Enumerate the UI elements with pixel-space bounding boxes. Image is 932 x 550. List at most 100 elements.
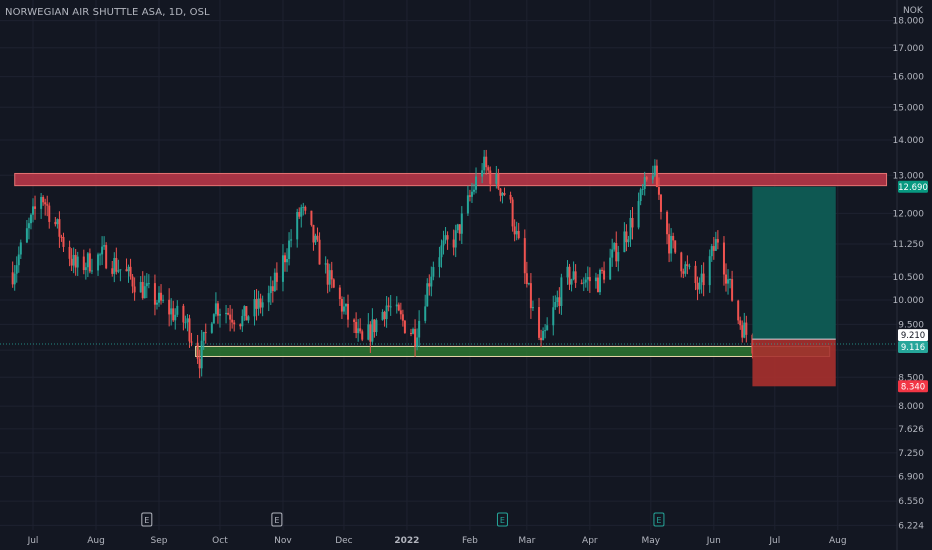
candle xyxy=(318,232,321,265)
long-position-tool[interactable] xyxy=(0,186,897,387)
candle xyxy=(737,299,740,325)
earnings-marker[interactable]: E xyxy=(271,512,283,527)
candle xyxy=(245,306,248,321)
candle xyxy=(684,261,687,277)
candle-body xyxy=(395,304,398,307)
candle xyxy=(503,187,506,197)
candle xyxy=(552,295,555,336)
candle-body xyxy=(389,306,392,308)
candle-body xyxy=(745,322,748,335)
y-tick-label: 7.626 xyxy=(898,425,924,435)
price-label-bg xyxy=(898,329,928,342)
x-tick-label: Aug xyxy=(829,536,847,546)
earnings-marker-label: E xyxy=(144,516,149,525)
candle-body xyxy=(637,201,640,228)
price-label-bg xyxy=(898,380,928,393)
candle xyxy=(15,256,18,283)
candle-body xyxy=(495,173,498,184)
candle xyxy=(141,271,144,300)
candle-body xyxy=(86,253,89,268)
candle-body xyxy=(684,264,687,274)
candle-body xyxy=(655,165,658,188)
candle xyxy=(643,171,646,196)
candle-body xyxy=(214,303,217,315)
candle-body xyxy=(645,177,648,180)
candle-body xyxy=(196,342,199,359)
candle xyxy=(560,273,563,315)
candle xyxy=(401,309,404,327)
candle xyxy=(688,263,691,270)
candle xyxy=(538,297,541,341)
time-axis[interactable]: Jul Aug Sep Oct Nov Dec 2022 Feb Mar Apr May Jun Jul… xyxy=(27,512,847,546)
candle-body xyxy=(44,202,47,205)
position-profit-zone xyxy=(752,186,836,340)
earnings-marker[interactable]: E xyxy=(141,512,153,527)
candle xyxy=(483,149,486,175)
candle-body xyxy=(599,269,601,293)
candle-body xyxy=(200,340,203,369)
candle-body xyxy=(483,156,486,171)
candle xyxy=(342,296,345,315)
candle xyxy=(275,262,278,291)
candle xyxy=(27,217,30,240)
currency-label: NOK xyxy=(903,6,923,16)
earnings-marker[interactable]: E xyxy=(653,512,665,527)
candle-body xyxy=(546,325,549,331)
candle-body xyxy=(275,272,278,282)
candle-body xyxy=(544,330,547,332)
candle-body xyxy=(698,282,701,290)
candle xyxy=(670,228,673,262)
y-tick-label: 10.500 xyxy=(893,273,925,283)
candle-body xyxy=(290,239,293,241)
candle xyxy=(657,177,660,200)
candle xyxy=(158,286,160,307)
drawing-zones[interactable] xyxy=(14,172,888,357)
candle-body xyxy=(739,320,742,326)
candle xyxy=(298,207,301,219)
candle-body xyxy=(629,217,632,240)
candle-body xyxy=(531,307,534,309)
candle xyxy=(710,243,713,262)
candle-body xyxy=(190,341,193,343)
candle-body xyxy=(710,246,713,257)
candle xyxy=(314,233,317,245)
candle-body xyxy=(99,254,102,256)
candle-body xyxy=(668,234,671,254)
candle-body xyxy=(15,265,18,274)
candle-body xyxy=(639,189,642,202)
candle-body xyxy=(198,358,201,369)
candle-body xyxy=(76,256,79,268)
candle xyxy=(729,278,732,289)
candle-body xyxy=(296,212,299,240)
candle xyxy=(58,211,61,248)
candle xyxy=(316,227,319,242)
candle xyxy=(432,261,435,281)
candle xyxy=(243,305,246,321)
candle-body xyxy=(566,266,569,278)
candle-body xyxy=(525,273,528,285)
candle-body xyxy=(186,318,189,323)
candle-body xyxy=(617,252,620,262)
candle xyxy=(125,258,128,272)
price-axis[interactable]: 18.000 17.000 16.000 15.000 14.000 13.000 12.0… xyxy=(893,17,925,532)
candle-body xyxy=(25,228,28,243)
candle-body xyxy=(147,283,150,285)
candle xyxy=(381,309,384,321)
candle xyxy=(666,210,669,245)
candle xyxy=(332,278,335,289)
candle xyxy=(529,273,532,319)
candle-body xyxy=(48,205,51,222)
candle xyxy=(387,297,390,312)
candle-body xyxy=(627,239,630,243)
candle-body xyxy=(653,165,656,176)
candle xyxy=(582,277,585,292)
symbol-title[interactable]: NORWEGIAN AIR SHUTTLE ASA, 1D, OSL xyxy=(5,7,210,18)
candle xyxy=(188,314,191,348)
earnings-marker[interactable]: E xyxy=(496,512,508,527)
candle-body xyxy=(324,263,327,265)
candle-body xyxy=(133,286,136,293)
candle xyxy=(344,303,347,315)
candle xyxy=(611,238,614,267)
candle xyxy=(155,299,158,310)
